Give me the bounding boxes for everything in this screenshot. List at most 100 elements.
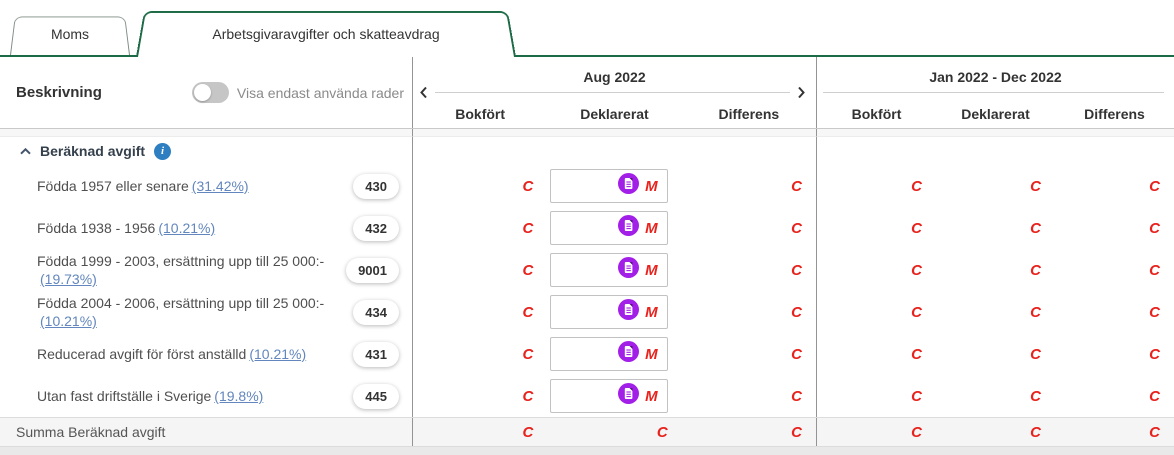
summary-differens-year-value[interactable]: C [1149,423,1160,441]
row-code-badge: 445 [353,383,399,409]
section-row: Beräknad avgift [0,137,1174,165]
deklarerat-year-value[interactable]: C [1030,177,1041,195]
journal-entry-icon[interactable] [618,299,640,325]
differens-year-value[interactable]: C [1149,303,1160,321]
differens-year-value[interactable]: C [1149,219,1160,237]
table-row: Födda 2004 - 2006, ersättning upp till 2… [0,291,1174,333]
deklarerat-year-value[interactable]: C [1030,303,1041,321]
row-code-badge: 9001 [346,257,399,283]
bokfort-year-value[interactable]: C [911,303,922,321]
bokfort-year-value[interactable]: C [911,387,922,405]
manual-mark: M [645,345,658,363]
table-row: Utan fast driftställe i Sverige (19.8%) 4… [0,375,1174,417]
journal-entry-icon[interactable] [618,341,640,367]
summary-row: Summa Beräknad avgift C C C C C C [0,417,1174,447]
rate-link[interactable]: (19.73%) [40,271,97,287]
period-divider-line [823,91,1164,93]
column-header-deklarerat: Deklarerat [580,105,649,122]
info-icon[interactable] [154,142,172,160]
rate-link[interactable]: (10.21%) [40,313,97,329]
manual-mark: M [645,303,658,321]
deklarerat-year-value[interactable]: C [1030,345,1041,363]
deklarerat-input[interactable]: M [549,169,668,203]
rate-link[interactable]: (10.21%) [158,219,216,236]
tab-arbetsgivaravgifter-label: Arbetsgivaravgifter och skatteavdrag [212,26,440,42]
deklarerat-input[interactable]: M [549,379,668,413]
deklarerat-input[interactable]: M [549,253,668,287]
differens-value[interactable]: C [791,177,802,195]
bokfort-year-value[interactable]: C [911,345,922,363]
bokfort-value[interactable]: C [522,261,534,279]
differens-value[interactable]: C [791,261,802,279]
chevron-left-icon [420,86,427,98]
journal-entry-icon[interactable] [618,173,640,199]
rate-link[interactable]: (10.21%) [249,345,307,362]
row-label: Födda 1999 - 2003, ersättning upp till 2… [37,252,325,287]
bokfort-value[interactable]: C [522,303,534,321]
show-used-rows-toggle[interactable] [191,82,229,103]
summary-differens-value[interactable]: C [791,423,802,441]
period-nav-line [435,91,790,93]
summary-deklarerat-value[interactable]: C [656,423,668,441]
differens-value[interactable]: C [791,345,802,363]
differens-value[interactable]: C [791,219,802,237]
tab-arbetsgivaravgifter[interactable]: Arbetsgivaravgifter och skatteavdrag [136,9,516,57]
period-label-current: Aug 2022 [583,69,646,85]
rate-link[interactable]: (31.42%) [191,177,249,194]
row-label: Födda 2004 - 2006, ersättning upp till 2… [37,294,325,329]
collapse-section-button[interactable] [20,147,31,155]
journal-entry-icon[interactable] [618,215,640,241]
section-title: Beräknad avgift [40,143,146,159]
manual-mark: M [645,177,658,195]
tab-bar: Moms Arbetsgivaravgifter och skatteavdra… [0,0,1174,57]
description-column-header: Beskrivning [16,84,102,101]
bokfort-year-value[interactable]: C [911,219,922,237]
row-code-badge: 431 [353,341,399,367]
table-row: Födda 1938 - 1956 (10.21%) 432 C M C C C … [0,207,1174,249]
period-label-year: Jan 2022 - Dec 2022 [929,69,1062,85]
differens-year-value[interactable]: C [1149,387,1160,405]
deklarerat-year-value[interactable]: C [1030,219,1041,237]
bokfort-value[interactable]: C [522,345,534,363]
column-header-bokfort: Bokfört [455,105,506,122]
summary-bokfort-year-value[interactable]: C [911,423,922,441]
deklarerat-input[interactable]: M [549,337,668,371]
differens-year-value[interactable]: C [1149,177,1160,195]
differens-year-value[interactable]: C [1149,261,1160,279]
row-label: Utan fast driftställe i Sverige (19.8%) [37,387,264,404]
bokfort-year-value[interactable]: C [911,261,922,279]
journal-entry-icon[interactable] [618,257,640,283]
column-header-bokfort-year: Bokfört [851,105,902,122]
page-background-strip [0,447,1174,455]
differens-value[interactable]: C [791,387,802,405]
deklarerat-year-value[interactable]: C [1030,387,1041,405]
tab-moms[interactable]: Moms [10,13,130,55]
deklarerat-input[interactable]: M [549,295,668,329]
next-period-button[interactable] [797,86,806,99]
column-header-differens: Differens [718,105,780,122]
prev-period-button[interactable] [419,86,428,99]
row-label: Födda 1938 - 1956 (10.21%) [37,219,216,236]
bokfort-value[interactable]: C [522,177,534,195]
tabbar-divider [0,55,1174,57]
deklarerat-input[interactable]: M [549,211,668,245]
journal-entry-icon[interactable] [618,383,640,409]
table-header: Beskrivning Visa endast använda rader Au… [0,57,1174,129]
summary-deklarerat-year-value[interactable]: C [1030,423,1041,441]
deklarerat-year-value[interactable]: C [1030,261,1041,279]
differens-year-value[interactable]: C [1149,345,1160,363]
summary-bokfort-value[interactable]: C [522,423,534,441]
row-code-badge: 434 [353,299,399,325]
row-label: Reducerad avgift för först anställd (10.2… [37,345,307,362]
summary-label: Summa Beräknad avgift [0,418,413,446]
bokfort-value[interactable]: C [522,219,534,237]
table-row: Födda 1957 eller senare (31.42%) 430 C M … [0,165,1174,207]
toggle-label: Visa endast använda rader [236,84,404,101]
bokfort-year-value[interactable]: C [911,177,922,195]
row-code-badge: 432 [353,215,399,241]
rate-link[interactable]: (19.8%) [214,387,264,404]
bokfort-value[interactable]: C [522,387,534,405]
row-label: Födda 1957 eller senare (31.42%) [37,177,249,194]
differens-value[interactable]: C [791,303,802,321]
